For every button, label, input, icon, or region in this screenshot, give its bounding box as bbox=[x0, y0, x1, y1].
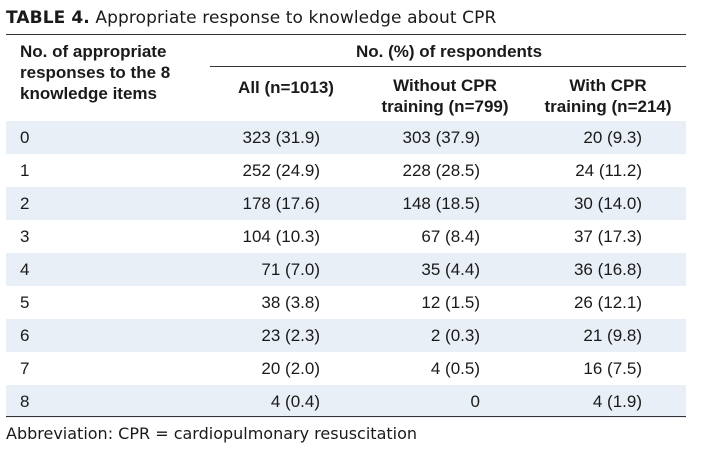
cell-without: 148 (18.5) bbox=[402, 194, 481, 213]
cell-without: 303 (37.9) bbox=[402, 128, 481, 147]
cell-without: 2 (0.3) bbox=[430, 326, 480, 345]
table-body: 0 323 (31.9) 303 (37.9) 20 (9.3) 1 252 (… bbox=[6, 121, 686, 418]
cell-without: 0 bbox=[470, 392, 480, 411]
cell-count: 6 bbox=[20, 326, 30, 345]
cell-without: 35 (4.4) bbox=[421, 260, 480, 279]
column-header-with-cpr: With CPR training (n=214) bbox=[530, 75, 686, 117]
group-header: No. (%) of respondents bbox=[355, 42, 543, 61]
table-title: Appropriate response to knowledge about … bbox=[95, 8, 497, 28]
cell-without: 4 (0.5) bbox=[430, 359, 480, 378]
cell-all: 252 (24.9) bbox=[242, 161, 321, 180]
cell-with: 16 (7.5) bbox=[583, 359, 642, 378]
table-label: TABLE 4. bbox=[6, 8, 90, 28]
table-row: 3 104 (10.3) 67 (8.4) 37 (17.3) bbox=[6, 220, 686, 253]
cell-count: 1 bbox=[20, 161, 30, 180]
cell-without: 67 (8.4) bbox=[421, 227, 480, 246]
cell-without: 228 (28.5) bbox=[402, 161, 481, 180]
cell-with: 30 (14.0) bbox=[573, 194, 642, 213]
cell-with: 21 (9.8) bbox=[583, 326, 642, 345]
column-header-without-cpr: Without CPR training (n=799) bbox=[360, 75, 530, 117]
top-rule bbox=[6, 34, 686, 35]
cell-with: 36 (16.8) bbox=[573, 260, 642, 279]
bottom-rule bbox=[6, 416, 686, 417]
table-row: 7 20 (2.0) 4 (0.5) 16 (7.5) bbox=[6, 352, 686, 385]
cell-count: 3 bbox=[20, 227, 30, 246]
column-header-line: training (n=214) bbox=[544, 97, 672, 116]
cell-all: 20 (2.0) bbox=[261, 359, 320, 378]
table-row: 5 38 (3.8) 12 (1.5) 26 (12.1) bbox=[6, 286, 686, 319]
cell-with: 4 (1.9) bbox=[592, 392, 642, 411]
column-header-line: Without CPR bbox=[393, 76, 497, 95]
cell-count: 0 bbox=[20, 128, 30, 147]
cell-count: 5 bbox=[20, 293, 30, 312]
cell-count: 4 bbox=[20, 260, 30, 279]
cell-with: 20 (9.3) bbox=[583, 128, 642, 147]
table-row: 0 323 (31.9) 303 (37.9) 20 (9.3) bbox=[6, 121, 686, 154]
column-header-line: training (n=799) bbox=[381, 97, 509, 116]
cell-all: 104 (10.3) bbox=[242, 227, 321, 246]
cell-count: 8 bbox=[20, 392, 30, 411]
cell-all: 38 (3.8) bbox=[261, 293, 320, 312]
stub-header-line: No. of appropriate bbox=[20, 42, 167, 61]
cell-with: 26 (12.1) bbox=[573, 293, 642, 312]
cell-count: 7 bbox=[20, 359, 30, 378]
cell-with: 24 (11.2) bbox=[575, 161, 642, 180]
table-header: No. of appropriate responses to the 8 kn… bbox=[6, 35, 686, 121]
column-header-line: With CPR bbox=[569, 76, 647, 95]
cell-all: 323 (31.9) bbox=[242, 128, 321, 147]
cell-all: 23 (2.3) bbox=[261, 326, 320, 345]
table-row: 4 71 (7.0) 35 (4.4) 36 (16.8) bbox=[6, 253, 686, 286]
column-header-all: All (n=1013) bbox=[238, 78, 334, 97]
stub-header: No. of appropriate responses to the 8 kn… bbox=[20, 41, 220, 104]
cell-count: 2 bbox=[20, 194, 30, 213]
table-footnote: Abbreviation: CPR = cardiopulmonary resu… bbox=[6, 424, 418, 443]
table-row: 8 4 (0.4) 0 4 (1.9) bbox=[6, 385, 686, 418]
cell-all: 178 (17.6) bbox=[242, 194, 321, 213]
table-caption: TABLE 4. Appropriate response to knowled… bbox=[6, 8, 496, 28]
cell-all: 71 (7.0) bbox=[261, 260, 320, 279]
stub-header-line: responses to the 8 bbox=[20, 63, 171, 82]
cell-without: 12 (1.5) bbox=[421, 293, 480, 312]
table-row: 6 23 (2.3) 2 (0.3) 21 (9.8) bbox=[6, 319, 686, 352]
stub-header-line: knowledge items bbox=[20, 84, 157, 103]
table-row: 1 252 (24.9) 228 (28.5) 24 (11.2) bbox=[6, 154, 686, 187]
cell-with: 37 (17.3) bbox=[573, 227, 642, 246]
cell-all: 4 (0.4) bbox=[270, 392, 320, 411]
table-row: 2 178 (17.6) 148 (18.5) 30 (14.0) bbox=[6, 187, 686, 220]
group-rule bbox=[210, 66, 686, 67]
